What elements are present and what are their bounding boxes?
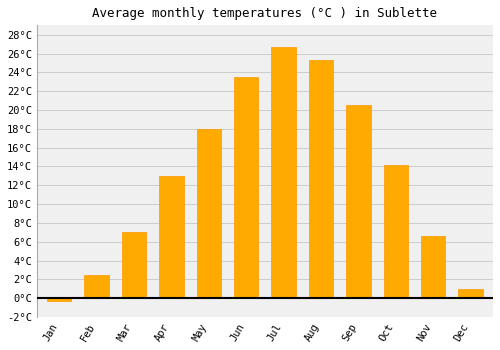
Bar	[346, 105, 370, 298]
Bar	[122, 232, 146, 298]
Bar	[309, 60, 333, 298]
Bar	[421, 236, 446, 298]
Bar	[47, 298, 72, 301]
Bar	[458, 289, 483, 298]
Bar	[272, 47, 296, 298]
Title: Average monthly temperatures (°C ) in Sublette: Average monthly temperatures (°C ) in Su…	[92, 7, 438, 20]
Bar	[160, 176, 184, 298]
Bar	[196, 129, 221, 298]
Bar	[84, 275, 109, 298]
Bar	[384, 164, 408, 298]
Bar	[234, 77, 258, 298]
